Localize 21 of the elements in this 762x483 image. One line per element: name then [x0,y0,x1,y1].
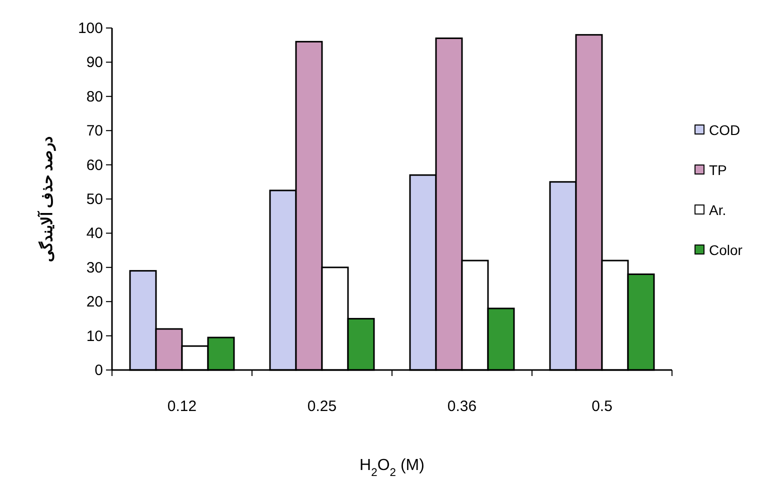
x-tick-label: 0.25 [307,398,337,415]
y-tick-label: 30 [86,259,103,276]
y-tick-label: 80 [86,88,103,106]
y-tick-label: 40 [86,225,103,242]
y-tick-label: 60 [86,156,103,174]
x-axis-title: H$_{2}$O$_{2}$ (M) [360,457,424,479]
y-axis-title: درصد حذف آلایندگی [37,136,56,262]
y-tick-label: 70 [86,122,103,140]
x-tick-label: 0.12 [167,398,197,415]
y-tick-label: 10 [86,328,103,345]
legend-label: TP [709,162,727,178]
y-tick-label: 90 [86,54,103,72]
x-tick-label: 0.36 [447,398,477,415]
y-tick-label: 0 [94,362,103,379]
x-tick-label: 0.5 [592,398,612,415]
legend-label: COD [709,122,740,138]
y-tick-label: 20 [86,294,103,311]
legend-label: Color [709,242,743,258]
y-tick-label: 50 [86,191,103,208]
y-tick-label: 100 [78,20,103,37]
legend-label: Ar. [709,202,726,218]
